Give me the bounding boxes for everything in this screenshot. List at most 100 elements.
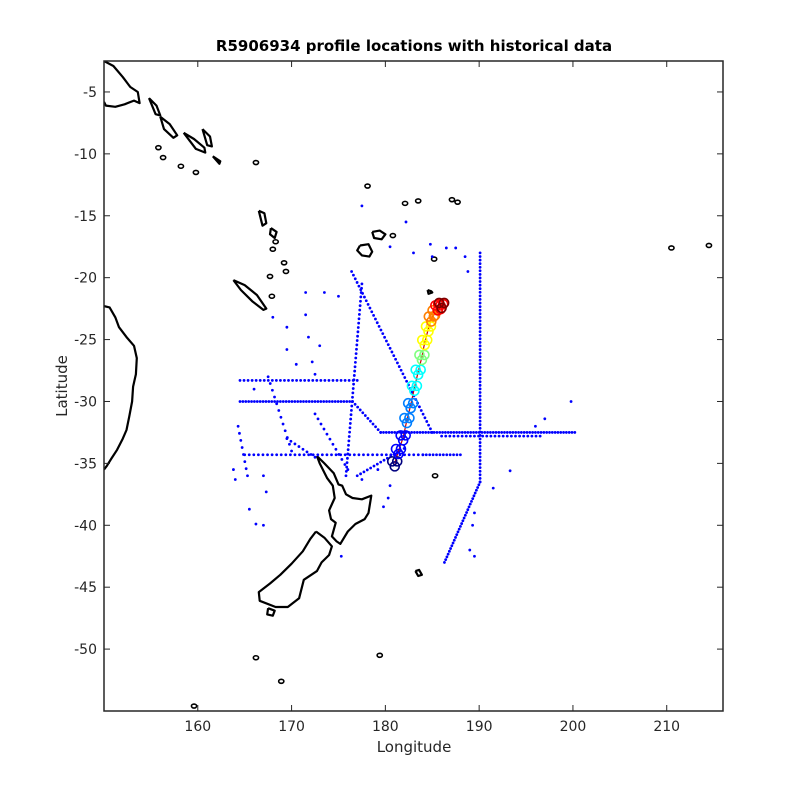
- historical-point: [379, 431, 383, 434]
- historical-point: [445, 453, 449, 457]
- historical-point: [410, 431, 414, 434]
- historical-point: [473, 511, 476, 515]
- historical-point: [550, 431, 554, 434]
- historical-point: [351, 400, 354, 403]
- historical-point: [458, 453, 462, 457]
- historical-point: [456, 530, 460, 534]
- island-23: [364, 183, 371, 189]
- historical-point: [331, 379, 335, 382]
- historical-point: [240, 446, 244, 449]
- historical-point: [472, 431, 475, 434]
- historical-point: [371, 453, 375, 457]
- historical-point: [316, 453, 320, 457]
- historical-point: [357, 321, 361, 325]
- y-tick-label: -30: [74, 394, 97, 410]
- historical-point: [289, 439, 293, 443]
- coastline-tonga: [426, 288, 434, 295]
- historical-point: [241, 400, 245, 403]
- historical-point: [277, 409, 281, 412]
- historical-point: [258, 400, 262, 403]
- y-tick-label: -5: [83, 85, 97, 101]
- historical-point: [477, 483, 481, 487]
- historical-point: [355, 339, 359, 342]
- x-tick-label: 210: [653, 719, 680, 735]
- x-tick-label: 200: [560, 719, 587, 735]
- historical-point: [358, 408, 362, 412]
- historical-point: [359, 472, 362, 476]
- historical-point: [353, 402, 357, 406]
- historical-point: [383, 335, 386, 339]
- historical-point: [334, 453, 338, 457]
- island-7: [282, 268, 290, 275]
- historical-point: [503, 431, 506, 434]
- island-1: [159, 154, 167, 161]
- historical-point: [467, 505, 471, 509]
- historical-point: [347, 435, 351, 438]
- coastline-australia: [104, 305, 138, 471]
- island-2: [177, 163, 185, 170]
- historical-point: [351, 387, 355, 390]
- historical-point: [285, 325, 289, 329]
- historical-point: [463, 513, 467, 517]
- historical-point: [356, 334, 359, 338]
- historical-point: [497, 431, 501, 434]
- historical-point: [354, 352, 358, 356]
- historical-point: [346, 448, 350, 451]
- historical-point: [478, 423, 482, 427]
- historical-point: [252, 387, 256, 391]
- historical-point: [273, 400, 277, 403]
- island-22: [252, 654, 260, 661]
- historical-point: [313, 372, 317, 376]
- historical-point: [242, 379, 246, 382]
- historical-point: [438, 453, 442, 457]
- float-profile-marker: [423, 326, 434, 337]
- historical-point: [344, 474, 348, 478]
- historical-point: [345, 461, 349, 465]
- coastline-nz-south: [257, 530, 333, 609]
- historical-point: [287, 379, 290, 382]
- historical-point: [463, 431, 467, 434]
- historical-point: [276, 400, 279, 403]
- historical-point: [313, 455, 317, 459]
- historical-point: [478, 308, 482, 312]
- coastline-new-guinea: [104, 61, 141, 108]
- historical-point: [254, 522, 258, 526]
- historical-point: [376, 428, 380, 432]
- historical-point: [253, 400, 256, 403]
- historical-point: [478, 333, 482, 337]
- historical-point: [360, 282, 364, 286]
- historical-point: [310, 400, 314, 403]
- historical-point: [562, 431, 565, 434]
- historical-point: [351, 391, 355, 395]
- historical-point: [539, 431, 543, 434]
- historical-point: [478, 319, 482, 323]
- historical-point: [315, 379, 319, 382]
- plot-clip-group: [104, 61, 713, 709]
- historical-point: [309, 453, 313, 456]
- historical-point: [331, 442, 335, 446]
- historical-point: [478, 448, 482, 452]
- historical-point: [452, 453, 455, 457]
- historical-point: [421, 412, 425, 416]
- historical-point: [340, 458, 344, 461]
- historical-point: [478, 355, 482, 359]
- historical-point: [534, 431, 537, 434]
- historical-point: [505, 431, 509, 434]
- coastline-solomon-d: [211, 155, 222, 165]
- historical-point: [363, 414, 367, 417]
- historical-point: [250, 400, 253, 403]
- float-profile-marker: [395, 430, 406, 441]
- historical-point: [536, 431, 540, 434]
- historical-point: [307, 453, 311, 457]
- island-16: [430, 256, 438, 262]
- historical-point: [432, 431, 436, 434]
- float-profile-marker: [393, 448, 404, 460]
- historical-point: [531, 431, 535, 434]
- island-18: [705, 242, 713, 249]
- historical-point: [283, 429, 287, 433]
- historical-point: [478, 294, 482, 298]
- historical-point: [430, 255, 434, 259]
- historical-point: [477, 434, 480, 438]
- historical-point: [281, 422, 285, 426]
- historical-point: [270, 400, 274, 403]
